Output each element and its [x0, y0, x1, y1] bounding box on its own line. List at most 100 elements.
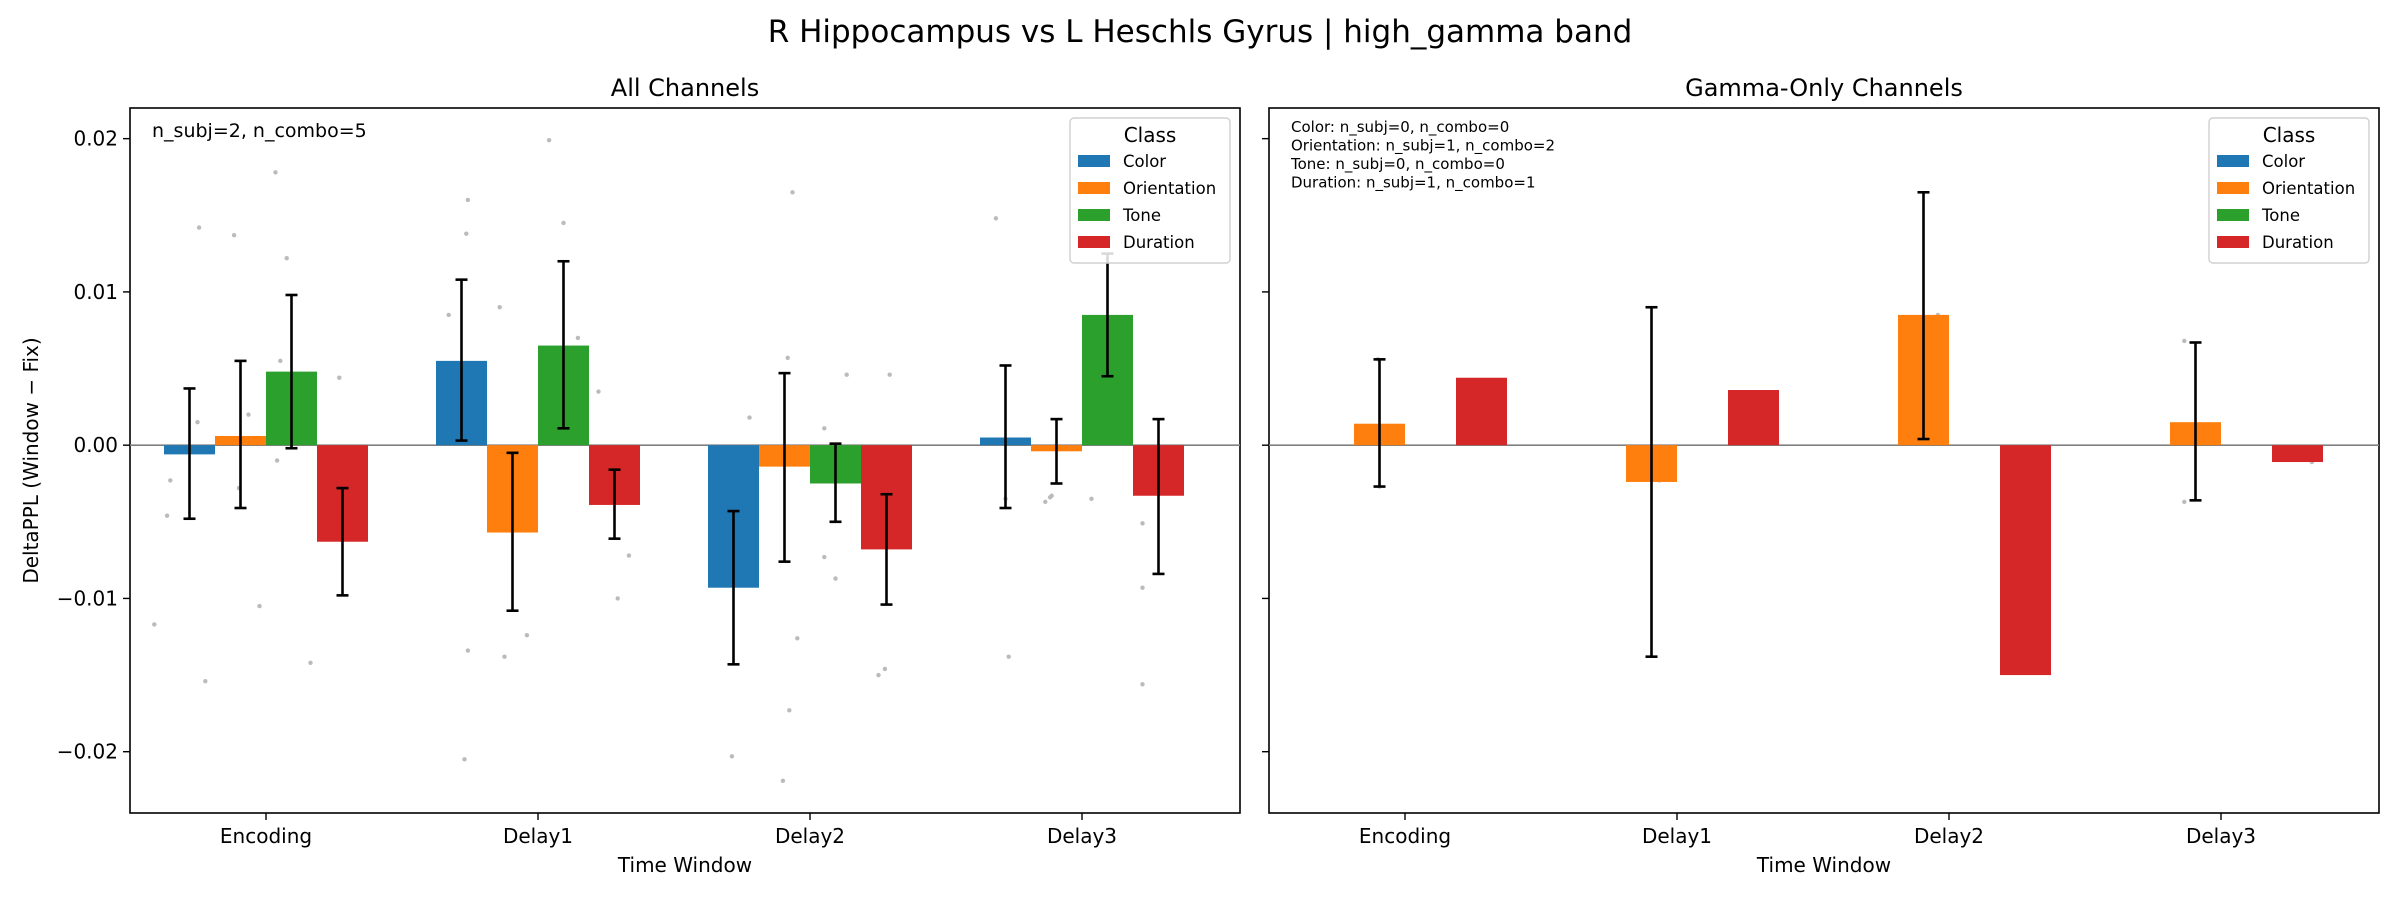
y-tick-label: 0.01: [73, 280, 118, 304]
panel-annotation: Color: n_subj=0, n_combo=0: [1291, 118, 1509, 137]
data-point: [822, 426, 827, 431]
data-point: [747, 415, 752, 420]
data-point: [787, 708, 792, 713]
x-axis-label: Time Window: [1756, 853, 1891, 877]
legend-swatch-tone: [2217, 209, 2249, 221]
data-point: [876, 672, 881, 678]
panel-1: Gamma-Only Channels Encoding Delay1 Delay2 D…: [1262, 74, 2380, 877]
data-point: [196, 225, 202, 230]
panel-annotation: Duration: n_subj=1, n_combo=1: [1291, 174, 1536, 193]
figure-suptitle: R Hippocampus vs L Heschls Gyrus | high_…: [768, 14, 1633, 50]
panel-annotation: Tone: n_subj=0, n_combo=0: [1290, 155, 1505, 174]
data-point: [1140, 682, 1145, 687]
data-point: [465, 197, 471, 203]
data-point: [278, 358, 283, 364]
legend-label-tone: Tone: [1122, 206, 1161, 225]
x-tick-label: Delay2: [1914, 824, 1984, 848]
x-tick-label: Encoding: [220, 824, 312, 848]
legend-swatch-duration: [1078, 236, 1110, 248]
legend: Class Color Orientation Tone Duration: [2208, 117, 2370, 264]
legend-title: Class: [2263, 123, 2316, 147]
legend-title: Class: [1124, 123, 1177, 147]
legend-label-duration: Duration: [2262, 233, 2334, 252]
data-point: [168, 478, 173, 483]
data-point: [308, 660, 313, 666]
data-point: [274, 458, 280, 463]
x-tick-label: Delay1: [1642, 824, 1712, 848]
y-tick-label: −0.02: [57, 740, 118, 764]
panel-0: All Channels −0.02 −0.01 0.00 0.01 0.02 Encodi…: [19, 74, 1241, 877]
legend-label-color: Color: [1123, 152, 1166, 171]
panel-title: Gamma-Only Channels: [1685, 74, 1963, 102]
plot-frame: [129, 107, 1241, 814]
data-point: [465, 648, 471, 653]
legend-label-tone: Tone: [2261, 206, 2300, 225]
data-point: [462, 757, 467, 762]
data-point: [152, 622, 157, 627]
data-point: [1006, 654, 1011, 659]
data-point: [1140, 585, 1145, 590]
data-point: [626, 553, 632, 558]
y-tick-label: 0.02: [73, 127, 118, 151]
legend-label-orientation: Orientation: [2262, 179, 2355, 198]
x-tick-label: Delay3: [2186, 824, 2256, 848]
data-point: [246, 412, 251, 417]
panel-title: All Channels: [611, 74, 759, 102]
legend-swatch-tone: [1078, 209, 1110, 221]
panel-annotation: n_subj=2, n_combo=5: [152, 120, 367, 142]
data-point: [596, 389, 601, 394]
x-tick-label: Delay2: [775, 824, 845, 848]
legend-swatch-color: [1078, 155, 1110, 167]
data-point: [337, 375, 342, 380]
x-tick-label: Delay1: [503, 824, 573, 848]
legend-label-duration: Duration: [1123, 233, 1195, 252]
x-axis-label: Time Window: [617, 853, 752, 877]
data-point: [446, 312, 451, 318]
data-point: [203, 678, 208, 684]
legend-box: [2208, 117, 2370, 264]
data-point: [833, 576, 838, 581]
data-point: [615, 596, 620, 601]
data-point: [546, 137, 552, 143]
data-point: [524, 633, 530, 638]
data-point: [993, 216, 999, 221]
x-tick-label: Encoding: [1359, 824, 1451, 848]
y-tick-label: −0.01: [57, 586, 118, 610]
data-point: [273, 170, 278, 175]
data-point: [1140, 521, 1145, 526]
data-point: [561, 220, 566, 226]
y-axis-label: DeltaPPL (Window − Fix): [19, 337, 43, 583]
bar-duration-encoding: [1456, 377, 1507, 446]
bar-duration-delay1: [1728, 390, 1779, 446]
data-point: [2182, 499, 2187, 505]
data-point: [2182, 338, 2187, 344]
data-point: [164, 513, 170, 518]
data-point: [887, 372, 892, 377]
data-point: [1049, 493, 1054, 498]
data-point: [231, 233, 237, 238]
data-point: [257, 603, 262, 609]
legend-label-orientation: Orientation: [1123, 179, 1216, 198]
data-point: [1089, 496, 1094, 502]
data-point: [195, 419, 200, 425]
data-point: [502, 654, 507, 659]
legend: Class Color Orientation Tone Duration: [1069, 117, 1231, 264]
data-point: [795, 636, 800, 641]
data-point: [1043, 499, 1048, 505]
bar-duration-delay2: [2000, 445, 2051, 676]
data-point: [575, 335, 581, 341]
panel-annotation: Orientation: n_subj=1, n_combo=2: [1291, 137, 1555, 156]
data-point: [790, 190, 795, 195]
legend-swatch-orientation: [2217, 182, 2249, 194]
data-point: [882, 666, 888, 672]
x-tick-label: Delay3: [1047, 824, 1117, 848]
legend-box: [1069, 117, 1231, 264]
bar-duration-delay3: [2272, 445, 2323, 463]
data-point: [284, 255, 289, 261]
legend-swatch-orientation: [1078, 182, 1110, 194]
legend-label-color: Color: [2262, 152, 2305, 171]
data-point: [497, 305, 502, 310]
data-point: [844, 372, 849, 377]
